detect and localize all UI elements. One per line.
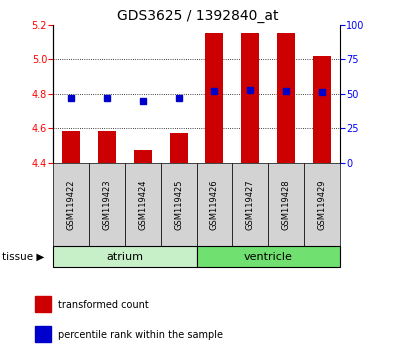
Bar <box>35 296 51 312</box>
Bar <box>304 163 340 246</box>
Text: GSM119426: GSM119426 <box>210 179 219 230</box>
Bar <box>197 163 232 246</box>
Text: GSM119424: GSM119424 <box>138 179 147 230</box>
Bar <box>241 33 259 163</box>
Bar <box>134 150 152 163</box>
Text: GDS3625 / 1392840_at: GDS3625 / 1392840_at <box>117 9 278 23</box>
Text: atrium: atrium <box>106 252 143 262</box>
Text: GSM119428: GSM119428 <box>282 179 290 230</box>
Bar <box>277 33 295 163</box>
Bar <box>161 163 197 246</box>
Bar <box>89 163 125 246</box>
Text: GSM119422: GSM119422 <box>67 179 76 230</box>
Bar <box>170 133 188 163</box>
Text: tissue ▶: tissue ▶ <box>2 252 44 262</box>
Bar <box>313 56 331 163</box>
Text: GSM119429: GSM119429 <box>317 179 326 230</box>
Bar <box>53 246 197 267</box>
Text: GSM119423: GSM119423 <box>103 179 111 230</box>
Text: GSM119427: GSM119427 <box>246 179 255 230</box>
Text: GSM119425: GSM119425 <box>174 179 183 230</box>
Bar <box>53 163 89 246</box>
Bar <box>205 33 223 163</box>
Text: percentile rank within the sample: percentile rank within the sample <box>58 330 223 339</box>
Text: transformed count: transformed count <box>58 299 149 310</box>
Bar <box>197 246 340 267</box>
Bar <box>268 163 304 246</box>
Bar <box>62 131 80 163</box>
Bar <box>125 163 161 246</box>
Bar <box>98 131 116 163</box>
Text: ventricle: ventricle <box>244 252 293 262</box>
Bar <box>232 163 268 246</box>
Bar <box>35 326 51 342</box>
